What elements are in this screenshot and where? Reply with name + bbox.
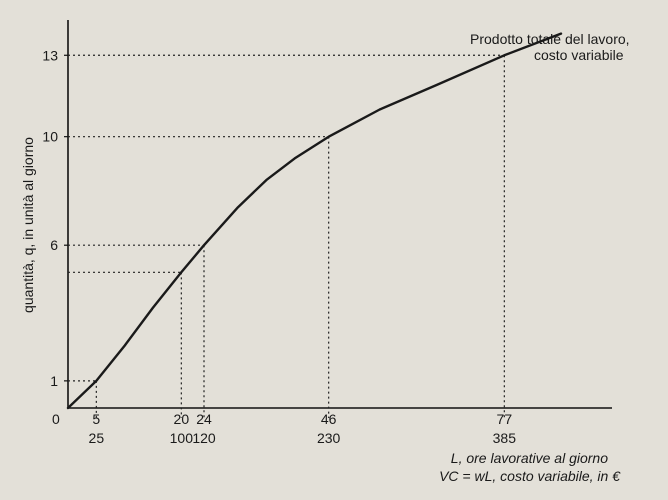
y-tick-label-2: 10 [42, 129, 58, 145]
x-tick-label-L-1: 20 [174, 411, 190, 427]
x-tick-label-VC-2: 120 [192, 430, 216, 446]
series-layer [66, 32, 563, 410]
y-tick-labels: 1 6 10 13 [42, 47, 68, 389]
y-axis-label: quantità, q, in unità al giorno [20, 137, 36, 313]
series-line-0 [66, 32, 563, 410]
y-tick-label-0: 1 [50, 373, 58, 389]
curve-annotation-line2: costo variabile [534, 47, 624, 63]
y-tick-label-1: 6 [50, 237, 58, 253]
x-tick-label-VC-4: 385 [493, 430, 517, 446]
y-tick-label-3: 13 [42, 47, 58, 63]
x-tick-label-L-0: 5 [92, 411, 100, 427]
x-tick-label-L-2: 24 [196, 411, 212, 427]
x-axis-label: L, ore lavorative al giorno [451, 450, 608, 466]
curve-annotation-line1: Prodotto totale del lavoro, [470, 31, 630, 47]
guide-lines [68, 54, 505, 418]
x-axis-label-secondary: VC = wL, costo variabile, in € [439, 468, 621, 484]
x-tick-label-VC-3: 230 [317, 430, 341, 446]
x-tick-label-VC-1: 100 [170, 430, 194, 446]
x-tick-label-L-3: 46 [321, 411, 337, 427]
origin-label: 0 [52, 411, 60, 427]
x-tick-label-VC-0: 25 [89, 430, 105, 446]
x-tick-label-L-4: 77 [497, 411, 513, 427]
